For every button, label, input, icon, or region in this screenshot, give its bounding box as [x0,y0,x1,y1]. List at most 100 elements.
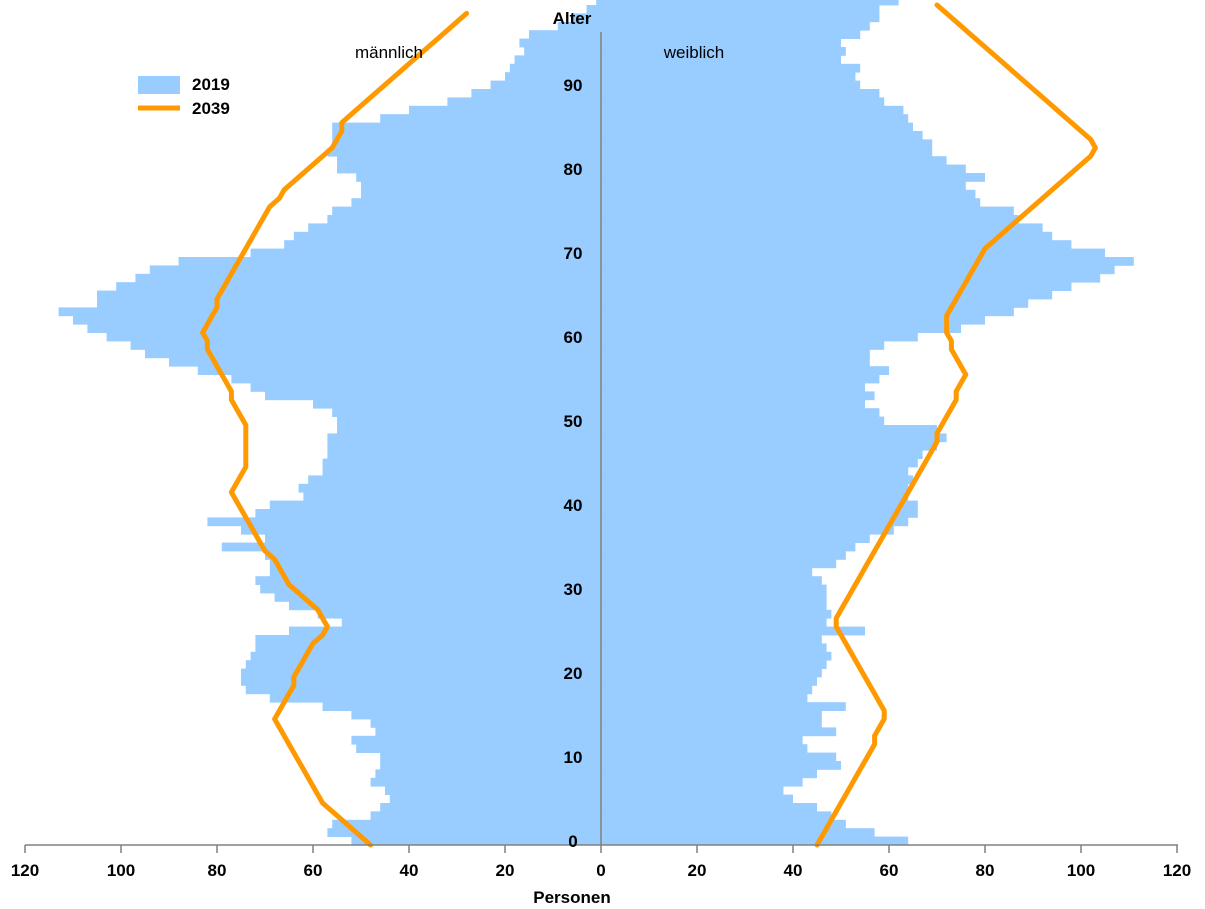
bar-female [601,189,976,199]
bar-male [327,441,601,451]
bar-female [601,702,846,711]
bar-female [601,450,923,459]
bar-female [601,173,985,182]
bar-male [317,609,601,619]
bar-female [601,542,856,552]
bar-female [601,273,1101,283]
bar-male [389,794,601,804]
bar-female [601,181,966,191]
bar-male [332,408,601,417]
bar-male [130,341,601,350]
bar-female [601,719,822,728]
bar-male [250,248,601,258]
bar-female [601,80,861,90]
bar-female [601,467,909,476]
bar-male [337,416,601,426]
bar-female [601,206,1014,216]
bars-female-2019 [601,0,1134,846]
bar-female [601,89,880,98]
bar-female [601,38,841,48]
x-tick-label: 20 [496,861,515,880]
bar-male [596,0,601,6]
bar-male [221,542,602,552]
bar-male [572,13,601,23]
bar-male [269,693,601,703]
bar-female [601,819,846,829]
bar-male [308,223,601,233]
x-tick-label: 40 [400,861,419,880]
bar-female [601,643,827,653]
bar-female [601,635,822,644]
bar-male [197,366,602,375]
bar-female [601,5,880,14]
bar-male [303,492,601,501]
bar-female [601,626,865,636]
bar-male [116,282,601,291]
bar-male [409,105,601,115]
bar-female [601,357,870,367]
bar-male [284,240,601,249]
bar-female [601,492,909,501]
x-tick-label: 60 [304,861,323,880]
bar-female [601,416,885,426]
bar-male [241,525,601,535]
bar-female [601,509,918,518]
bar-female [601,332,918,342]
bar-female [601,408,880,417]
legend: 2019 2039 [138,75,230,118]
bar-female [601,72,856,81]
bar-male [524,47,601,56]
bar-female [601,500,918,510]
bar-female [601,231,1053,241]
bar-male [265,391,601,401]
bar-female [601,63,861,73]
bar-female [601,383,865,392]
bar-female [601,47,846,56]
bar-male [207,517,601,527]
bar-male [586,5,601,14]
bar-female [601,727,837,737]
bar-female [601,828,875,837]
bar-female [601,198,981,207]
bar-female [601,97,885,107]
bar-male [87,324,601,333]
bar-male [361,189,601,199]
bar-female [601,660,827,669]
bar-female [601,282,1072,291]
x-tick-label: 60 [880,861,899,880]
bar-male [255,643,601,653]
bar-female [601,122,913,132]
y-tick-label: 30 [564,580,583,599]
bar-male [327,450,601,459]
bar-male [356,173,601,182]
bar-female [601,584,827,594]
bar-male [332,131,601,140]
y-tick-label: 90 [564,76,583,95]
bar-male [241,668,601,678]
bar-male [255,576,601,585]
bar-male [135,273,601,283]
bar-female [601,21,870,31]
bar-female [601,685,813,695]
legend-label-2019: 2019 [192,75,230,94]
bar-female [601,483,909,493]
bar-female [601,735,803,745]
bar-female [601,710,822,720]
bar-male [380,803,601,812]
chart-title: Alter [553,9,592,28]
x-axis-label: Personen [533,888,610,907]
bar-female [601,769,817,779]
bar-female [601,30,861,39]
bar-male [313,399,601,409]
bar-male [255,635,601,644]
bar-male [245,660,602,669]
bar-male [269,567,601,577]
bar-male [351,198,601,207]
bar-male [332,139,601,149]
bar-male [519,38,601,48]
y-tick-label: 20 [564,664,583,683]
bar-male [269,500,601,510]
bar-female [601,341,885,350]
bar-male [241,677,601,686]
y-tick-label: 70 [564,244,583,263]
